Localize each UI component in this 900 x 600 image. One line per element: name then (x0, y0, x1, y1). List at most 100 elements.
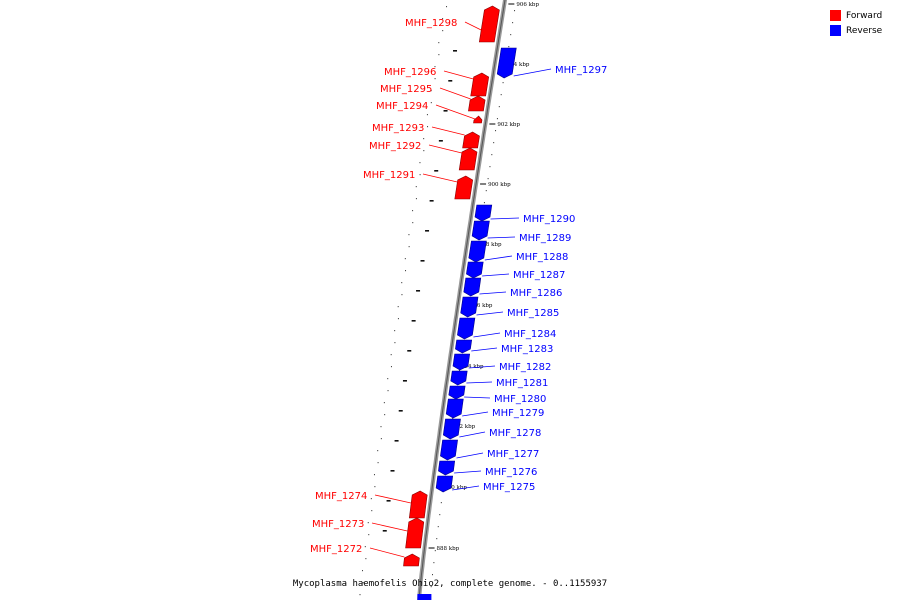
gene-label: MHF_1298 (405, 18, 457, 29)
backbone-core (418, 0, 506, 600)
guide-dot-left (397, 306, 399, 308)
guide-dot-left (412, 222, 414, 224)
gene-block (448, 385, 466, 400)
gene-block (468, 240, 487, 263)
guide-dot-left (415, 198, 417, 200)
guide-dot-left (364, 546, 366, 548)
position-tick (425, 230, 430, 232)
guide-dot-left (438, 42, 440, 44)
guide-dot-left (408, 234, 410, 236)
guide-dot-left (370, 498, 372, 500)
guide-dot-right (485, 190, 487, 192)
gene-block (455, 339, 473, 354)
guide-dot-right (430, 586, 432, 588)
gene-block (466, 261, 484, 279)
guide-dot-right (493, 142, 495, 144)
guide-dot-right (500, 94, 502, 96)
gene-leader-line (466, 381, 493, 384)
gene-leader-line (443, 70, 474, 80)
gene-block (468, 95, 486, 112)
guide-dot-right (440, 502, 442, 504)
guide-dot-left (377, 450, 379, 452)
guide-dot-right (483, 202, 485, 204)
position-tick (438, 140, 443, 142)
gene-leader-line (471, 347, 498, 352)
guide-dot-left (426, 114, 428, 116)
guide-dot-left (415, 186, 417, 188)
gene-leader-line (422, 173, 458, 183)
gene-label: MHF_1287 (513, 270, 565, 281)
position-tick (429, 200, 434, 202)
gene-leader-line (456, 452, 484, 459)
position-tick (411, 320, 416, 322)
guide-dot-right (496, 118, 498, 120)
legend-forward: Forward (830, 8, 900, 23)
gene-block (450, 370, 468, 386)
gene-leader-line (454, 470, 482, 474)
gene-label: MHF_1277 (487, 449, 539, 460)
gene-label: MHF_1272 (310, 544, 362, 555)
guide-dot-left (377, 462, 379, 464)
gene-label: MHF_1285 (507, 308, 559, 319)
ruler-label: 892 kbp (452, 424, 475, 430)
gene-leader-line (476, 311, 504, 316)
gene-block (462, 131, 480, 149)
gene-label: MHF_1275 (483, 482, 535, 493)
guide-dot-left (380, 426, 382, 428)
position-tick (398, 410, 403, 412)
gene-leader-line (428, 144, 462, 154)
ruler-label: 890 kbp (444, 485, 467, 491)
gene-leader-line (479, 291, 507, 295)
guide-dot-left (371, 510, 373, 512)
gene-label: MHF_1281 (496, 378, 548, 389)
gene-leader-line (459, 431, 486, 438)
guide-dot-right (436, 538, 438, 540)
guide-dot-left (374, 486, 376, 488)
guide-dot-left (412, 210, 414, 212)
gene-leader-line (369, 547, 405, 558)
guide-dot-right (508, 46, 510, 48)
gene-block (442, 418, 461, 440)
guide-dot-right (489, 166, 491, 168)
gene-block (405, 517, 425, 549)
gene-leader-line (464, 21, 482, 31)
gene-label: MHF_1293 (372, 123, 424, 134)
guide-dot-left (359, 594, 361, 596)
guide-dot-right (433, 562, 435, 564)
gene-label: MHF_1294 (376, 101, 428, 112)
gene-block (454, 175, 474, 200)
gene-leader-line (371, 522, 408, 532)
guide-dot-right (437, 526, 439, 528)
ruler-label: 896 kbp (470, 303, 493, 309)
position-tick (402, 380, 407, 382)
guide-dot-left (383, 402, 385, 404)
guide-dot-left (401, 294, 403, 296)
ruler-label: 904 kbp (507, 62, 530, 68)
position-tick (448, 80, 453, 82)
gene-label: MHF_1284 (504, 329, 556, 340)
gene-label: MHF_1278 (489, 428, 541, 439)
guide-dot-left (397, 318, 399, 320)
legend: Forward Reverse (830, 8, 900, 38)
legend-reverse-label: Reverse (846, 25, 883, 36)
gene-leader-line (473, 332, 501, 338)
gene-leader-line (374, 494, 412, 504)
position-tick (434, 170, 439, 172)
guide-dot-left (367, 522, 369, 524)
gene-label: MHF_1291 (363, 170, 415, 181)
guide-dot-left (373, 474, 375, 476)
guide-dot-right (498, 106, 500, 108)
gene-block (438, 460, 456, 476)
gene-block (460, 296, 479, 318)
gene-label: MHF_1279 (492, 408, 544, 419)
guide-dot-left (387, 390, 389, 392)
gene-block (457, 317, 476, 340)
position-tick (394, 440, 399, 442)
guide-dot-right (458, 370, 460, 372)
guide-dot-left (423, 138, 425, 140)
gene-leader-line (487, 236, 516, 239)
gene-block (440, 439, 458, 461)
gene-label: MHF_1276 (485, 467, 537, 478)
ruler-label: 888 kbp (437, 546, 460, 552)
gene-block-partial (417, 594, 432, 600)
